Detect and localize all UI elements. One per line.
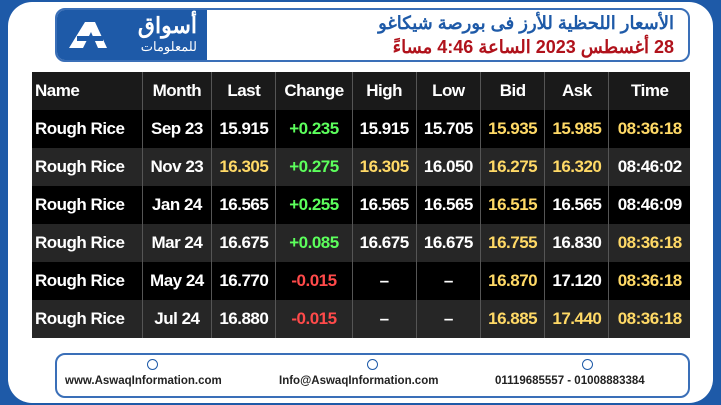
logo-icon xyxy=(69,22,107,48)
cell: Rough Rice xyxy=(32,148,143,186)
title: الأسعار اللحظية للأرز فى بورصة شيكاغو xyxy=(378,13,674,33)
cell: – xyxy=(351,300,417,338)
cell: +0.235 xyxy=(275,110,353,148)
column-header: Bid xyxy=(480,72,545,110)
cell: Jul 24 xyxy=(141,300,212,338)
email[interactable]: Info@AswaqInformation.com xyxy=(279,375,439,387)
logo: أسواق للمعلومات xyxy=(57,10,207,60)
table-row: Rough Rice May 24 16.770 -0.015– –16.870 17.1… xyxy=(32,262,690,300)
table-row: Rough Rice Jul 24 16.880 -0.015– –16.885 17.4… xyxy=(32,300,690,338)
cell: Rough Rice xyxy=(32,224,143,262)
cell: +0.085 xyxy=(275,224,353,262)
cell: Nov 23 xyxy=(141,148,212,186)
cell: Jan 24 xyxy=(141,186,212,224)
cell: 16.565 xyxy=(544,186,609,224)
cell: 16.305 xyxy=(351,148,417,186)
cell: 16.675 xyxy=(211,224,276,262)
column-header: Low xyxy=(415,72,481,110)
cell: -0.015 xyxy=(275,262,353,300)
cell: 16.755 xyxy=(480,224,545,262)
cell: 08:36:18 xyxy=(608,262,690,300)
cell: 15.985 xyxy=(544,110,609,148)
cell: 16.565 xyxy=(351,186,417,224)
cell: Rough Rice xyxy=(32,262,143,300)
mail-icon xyxy=(367,359,378,370)
cell: 16.515 xyxy=(480,186,545,224)
cell: 17.440 xyxy=(544,300,609,338)
cell: Rough Rice xyxy=(32,300,143,338)
column-header: Last xyxy=(211,72,276,110)
logo-name: أسواق xyxy=(137,13,197,38)
table-body: Rough Rice Sep 23 15.915 +0.235 15.915 15.705… xyxy=(32,110,690,338)
cell: 16.675 xyxy=(351,224,417,262)
header-row: Name Month Last Change High Low Bid Ask Time xyxy=(32,72,690,110)
cell: 16.675 xyxy=(415,224,481,262)
cell: 16.565 xyxy=(211,186,276,224)
subtitle: 28 أغسطس 2023 الساعة 4:46 مساءً xyxy=(392,37,674,57)
cell: 15.935 xyxy=(480,110,545,148)
cell: May 24 xyxy=(141,262,212,300)
cell: 16.885 xyxy=(480,300,545,338)
column-header: Month xyxy=(141,72,212,110)
column-header: Change xyxy=(275,72,353,110)
cell: 16.305 xyxy=(211,148,276,186)
table-row: Rough Rice Nov 23 16.305 +0.275 16.305 16.050… xyxy=(32,148,690,186)
cell: 15.915 xyxy=(211,110,276,148)
cell: 16.050 xyxy=(415,148,481,186)
cell: Rough Rice xyxy=(32,110,143,148)
cell: -0.015 xyxy=(275,300,353,338)
column-header: Name xyxy=(32,72,143,110)
price-table: Name Month Last Change High Low Bid Ask Time Roug… xyxy=(32,72,690,338)
table-row: Rough Rice Sep 23 15.915 +0.235 15.915 15.705… xyxy=(32,110,690,148)
cell: 15.915 xyxy=(351,110,417,148)
cell: 08:36:18 xyxy=(608,224,690,262)
cell: – xyxy=(351,262,417,300)
table-row: Rough Rice Jan 24 16.565 +0.255 16.565 16.565… xyxy=(32,186,690,224)
cell: +0.275 xyxy=(275,148,353,186)
cell: 16.830 xyxy=(544,224,609,262)
cell: – xyxy=(415,262,481,300)
table-row: Rough Rice Mar 24 16.675 +0.085 16.675 16.675… xyxy=(32,224,690,262)
column-header: Ask xyxy=(544,72,609,110)
cell: Mar 24 xyxy=(141,224,212,262)
cell: +0.255 xyxy=(275,186,353,224)
cell: 16.565 xyxy=(415,186,481,224)
cell: 08:46:02 xyxy=(608,148,690,186)
cell: Sep 23 xyxy=(141,110,212,148)
cell: 08:46:09 xyxy=(608,186,690,224)
cell: 08:36:18 xyxy=(608,300,690,338)
cell: – xyxy=(415,300,481,338)
column-header: Time xyxy=(608,72,690,110)
phone: 01119685557 - 01008883384 xyxy=(495,375,645,387)
cell: 16.770 xyxy=(211,262,276,300)
cell: 15.705 xyxy=(415,110,481,148)
cell: 16.275 xyxy=(480,148,545,186)
footer: www.AswaqInformation.com Info@AswaqInfor… xyxy=(55,353,690,398)
web-icon xyxy=(147,359,158,370)
header: أسواق للمعلومات الأسعار اللحظية للأرز فى… xyxy=(55,8,690,62)
cell: 17.120 xyxy=(544,262,609,300)
cell: 08:36:18 xyxy=(608,110,690,148)
cell: 16.870 xyxy=(480,262,545,300)
cell: 16.880 xyxy=(211,300,276,338)
column-header: High xyxy=(351,72,417,110)
cell: Rough Rice xyxy=(32,186,143,224)
website[interactable]: www.AswaqInformation.com xyxy=(65,375,222,387)
phone-icon xyxy=(582,359,593,370)
cell: 16.320 xyxy=(544,148,609,186)
logo-subtitle: للمعلومات xyxy=(140,39,197,54)
